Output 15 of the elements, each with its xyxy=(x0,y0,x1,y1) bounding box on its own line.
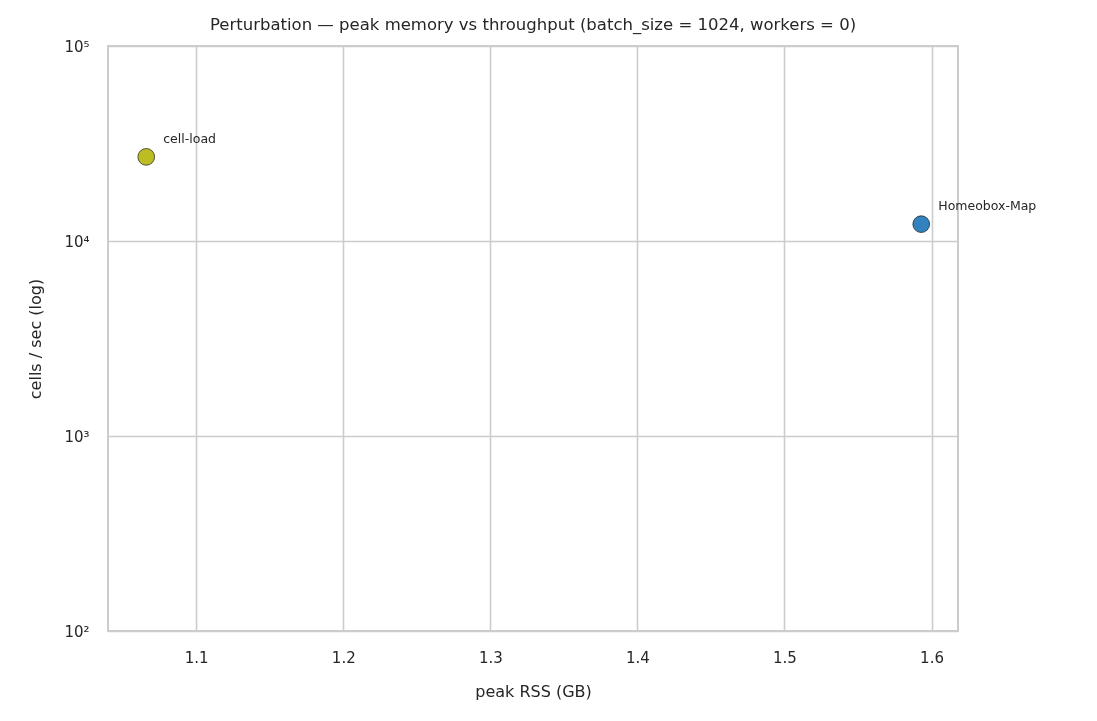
x-tick-label: 1.4 xyxy=(625,648,650,667)
series-label: Homeobox-Map xyxy=(938,198,1037,214)
y-tick-label: 10⁴ xyxy=(64,232,90,251)
chart-title: Perturbation — peak memory vs throughput (batch_size = 1024, workers = 0) xyxy=(209,14,857,35)
x-tick-label: 1.6 xyxy=(920,648,944,667)
y-tick-label: 10⁵ xyxy=(64,37,90,56)
series-label: cell-load xyxy=(163,130,216,146)
x-tick-label: 1.2 xyxy=(331,648,356,667)
y-tick-label: 10² xyxy=(64,622,90,641)
x-tick-label: 1.3 xyxy=(478,648,503,667)
y-tick-label: 10³ xyxy=(64,427,90,446)
x-axis-title: peak RSS (GB) xyxy=(475,681,592,701)
x-tick-label: 1.1 xyxy=(184,648,209,667)
y-axis-title: cells / sec (log) xyxy=(26,278,46,400)
x-tick-label: 1.5 xyxy=(773,648,797,667)
